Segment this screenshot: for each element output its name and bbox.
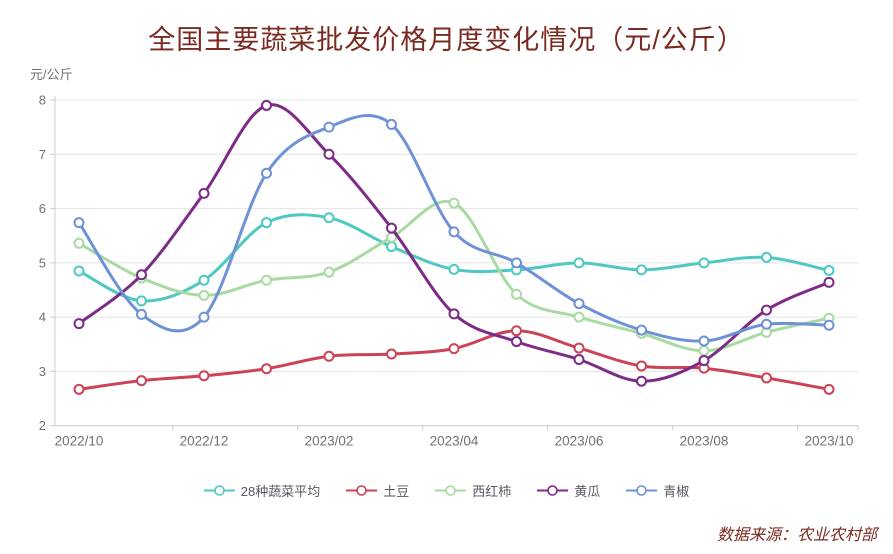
data-point-3-3[interactable] (261, 99, 272, 111)
data-point-4-3[interactable] (261, 167, 272, 179)
data-point-2-7[interactable] (511, 288, 522, 300)
data-point-4-9[interactable] (636, 324, 647, 336)
y-tick-label: 7 (39, 147, 46, 162)
data-point-3-10[interactable] (698, 355, 710, 367)
y-tick-label: 6 (39, 201, 46, 216)
data-point-3-6[interactable] (448, 308, 460, 320)
data-point-0-12[interactable] (823, 264, 835, 276)
data-point-1-1[interactable] (136, 375, 147, 387)
legend-label: 土豆 (383, 484, 410, 499)
legend-item-2[interactable]: 西红柿 (435, 481, 511, 500)
y-tick-label: 8 (39, 93, 46, 108)
data-point-1-12[interactable] (823, 383, 835, 395)
data-point-0-10[interactable] (698, 257, 710, 269)
data-point-1-0[interactable] (73, 383, 85, 395)
data-point-4-12[interactable] (823, 319, 835, 331)
legend-label: 黄瓜 (574, 484, 601, 499)
data-point-0-6[interactable] (448, 263, 460, 275)
legend-item-4[interactable]: 青椒 (626, 481, 689, 500)
data-point-3-7[interactable] (511, 336, 522, 348)
data-point-1-2[interactable] (198, 370, 210, 382)
data-source-note: 数据来源：农业农村部 (716, 527, 877, 544)
data-point-4-11[interactable] (761, 318, 772, 330)
data-point-4-4[interactable] (323, 121, 335, 133)
data-point-4-1[interactable] (136, 308, 147, 320)
data-point-0-2[interactable] (198, 274, 210, 286)
data-point-0-8[interactable] (573, 257, 585, 269)
data-point-2-4[interactable] (323, 266, 335, 278)
data-point-2-3[interactable] (261, 274, 272, 286)
data-point-3-4[interactable] (323, 148, 335, 160)
data-point-1-6[interactable] (448, 343, 460, 355)
data-point-2-6[interactable] (448, 197, 460, 209)
data-point-4-5[interactable] (386, 118, 397, 130)
data-point-1-3[interactable] (261, 363, 272, 375)
legend-line-icon (203, 485, 235, 496)
data-point-0-0[interactable] (73, 265, 85, 277)
y-tick-label: 3 (39, 364, 46, 379)
data-point-2-10[interactable] (698, 345, 710, 357)
data-point-0-9[interactable] (636, 264, 647, 276)
data-point-0-11[interactable] (761, 251, 772, 263)
data-point-1-4[interactable] (323, 350, 335, 362)
data-point-4-6[interactable] (448, 226, 460, 238)
data-point-3-11[interactable] (761, 304, 772, 316)
data-point-1-8[interactable] (573, 342, 585, 354)
y-tick-label: 2 (39, 418, 46, 433)
x-tick-label: 2023/10 (805, 434, 854, 449)
data-point-2-8[interactable] (573, 311, 585, 323)
x-tick-label: 2023/04 (430, 434, 479, 449)
data-point-4-8[interactable] (573, 298, 585, 310)
x-tick-label: 2022/10 (55, 434, 104, 449)
legend-line-icon (346, 485, 378, 496)
data-point-4-10[interactable] (698, 335, 710, 347)
legend-item-3[interactable]: 黄瓜 (537, 481, 600, 500)
legend-label: 青椒 (663, 484, 690, 499)
legend-line-icon (537, 485, 569, 496)
legend-item-0[interactable]: 28种蔬菜平均 (203, 481, 321, 500)
data-point-4-2[interactable] (198, 311, 210, 323)
legend-label: 28种蔬菜平均 (240, 484, 321, 499)
data-point-3-2[interactable] (198, 187, 210, 199)
data-point-4-0[interactable] (73, 217, 85, 229)
data-point-0-3[interactable] (261, 217, 272, 229)
data-point-3-9[interactable] (636, 375, 647, 387)
data-point-2-0[interactable] (73, 237, 85, 249)
y-tick-label: 5 (39, 255, 46, 270)
data-point-3-12[interactable] (823, 276, 835, 288)
legend-line-icon (435, 485, 467, 496)
data-point-0-5[interactable] (386, 241, 397, 253)
chart-title: 全国主要蔬菜批发价格月度变化情况（元/公斤） (148, 25, 745, 55)
data-point-0-1[interactable] (136, 295, 147, 307)
data-point-3-1[interactable] (136, 269, 147, 281)
data-point-1-9[interactable] (636, 360, 647, 372)
x-tick-label: 2023/02 (305, 434, 354, 449)
x-tick-label: 2022/12 (180, 434, 229, 449)
data-point-3-0[interactable] (73, 318, 85, 330)
chart-legend: 28种蔬菜平均 土豆 西红柿 黄瓜 青椒 (0, 481, 893, 500)
legend-label: 西红柿 (472, 484, 512, 499)
data-point-2-2[interactable] (198, 289, 210, 301)
x-tick-label: 2023/08 (680, 434, 729, 449)
data-point-1-5[interactable] (386, 348, 397, 360)
y-axis-unit-label: 元/公斤 (30, 67, 73, 82)
x-tick-label: 2023/06 (555, 434, 604, 449)
data-point-3-5[interactable] (386, 222, 397, 234)
y-tick-label: 4 (39, 310, 46, 325)
data-point-4-7[interactable] (511, 257, 522, 269)
legend-line-icon (626, 485, 658, 496)
data-point-0-4[interactable] (323, 212, 335, 224)
legend-item-1[interactable]: 土豆 (346, 481, 409, 500)
data-point-3-8[interactable] (573, 353, 585, 365)
data-point-1-11[interactable] (761, 372, 772, 384)
data-point-1-7[interactable] (511, 325, 522, 337)
